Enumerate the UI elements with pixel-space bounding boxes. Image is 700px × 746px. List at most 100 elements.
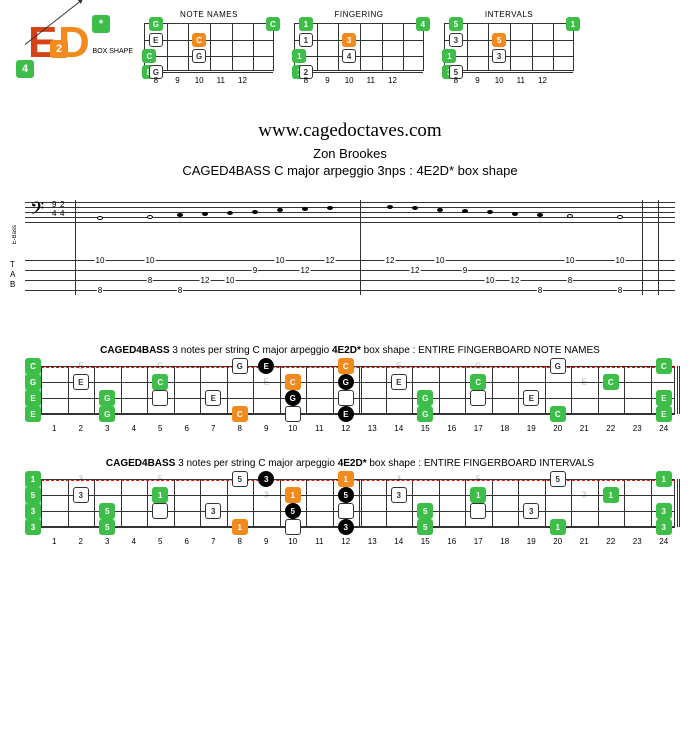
note-marker: C <box>25 358 41 374</box>
fret-number: 9 <box>264 424 268 433</box>
note-marker <box>470 503 486 519</box>
note-marker: E <box>523 390 539 406</box>
fret-number: 9 <box>175 76 179 85</box>
fret-number: 22 <box>606 537 615 546</box>
note-marker: G <box>550 358 566 374</box>
logo-box-shape-label: BOX SHAPE <box>93 48 133 55</box>
fret-number: 3 <box>105 424 109 433</box>
ghost-note: 3 <box>79 475 83 484</box>
tab-number: 12 <box>300 266 311 275</box>
tab-number: 8 <box>617 286 623 295</box>
note-marker: 1 <box>550 519 566 535</box>
fret-number: 10 <box>288 537 297 546</box>
note-marker: 3 <box>656 503 672 519</box>
fret-number: 9 <box>264 537 268 546</box>
fret-number: 19 <box>527 424 536 433</box>
fret-number: 5 <box>158 537 162 546</box>
ghost-note: G <box>157 362 163 371</box>
note-marker <box>152 390 168 406</box>
note-marker: 4 <box>416 17 430 31</box>
tab-number: 12 <box>510 276 521 285</box>
small-board: FINGERING1413141289101112 <box>294 10 424 71</box>
fret-number: 17 <box>474 424 483 433</box>
fretboard-intervals: 3533531533355131535115335513151133 <box>25 475 675 531</box>
note-marker <box>285 406 301 422</box>
note-marker: 1 <box>442 49 456 63</box>
fret-number: 8 <box>238 424 242 433</box>
note-marker: 1 <box>152 487 168 503</box>
note-marker: E <box>391 374 407 390</box>
tab-number: 10 <box>225 276 236 285</box>
fret-number: 13 <box>368 537 377 546</box>
note-marker: E <box>149 33 163 47</box>
note-marker: 1 <box>470 487 486 503</box>
note-marker: G <box>285 390 301 406</box>
note-marker: 1 <box>25 471 41 487</box>
bass-clef-icon: 𝄢 <box>30 198 44 224</box>
fret-number: 19 <box>527 537 536 546</box>
note-marker: 5 <box>417 519 433 535</box>
note-marker: 5 <box>232 471 248 487</box>
logo-dot: 2 <box>50 40 68 58</box>
fret-number: 1 <box>52 424 56 433</box>
note-marker: 5 <box>338 487 354 503</box>
fret-number: 12 <box>538 76 547 85</box>
note-marker: E <box>258 358 274 374</box>
ghost-note: E <box>582 378 587 387</box>
fret-number: 8 <box>454 76 458 85</box>
fret-number: 14 <box>394 537 403 546</box>
fret-number: 3 <box>105 537 109 546</box>
ghost-note: G <box>475 362 481 371</box>
ghost-note: E <box>78 362 83 371</box>
tab-number: 9 <box>252 266 258 275</box>
note-marker: 3 <box>25 519 41 535</box>
fret-number: 1 <box>52 537 56 546</box>
ghost-note: 3 <box>264 491 268 500</box>
fret-number: 12 <box>341 537 350 546</box>
note-marker: 1 <box>656 471 672 487</box>
tab-number: 9 <box>462 266 468 275</box>
fret-number: 6 <box>185 537 189 546</box>
note-marker: 3 <box>523 503 539 519</box>
note-marker: 1 <box>299 33 313 47</box>
note-marker: G <box>25 374 41 390</box>
tab-number: 8 <box>97 286 103 295</box>
note-marker: 1 <box>299 17 313 31</box>
tab-number: 8 <box>537 286 543 295</box>
fret-number: 4 <box>132 537 136 546</box>
note-marker: G <box>149 17 163 31</box>
tab-number: 12 <box>200 276 211 285</box>
note-marker: E <box>25 406 41 422</box>
fret-number: 7 <box>211 537 215 546</box>
tab-number: 12 <box>325 256 336 265</box>
note-marker: 5 <box>492 33 506 47</box>
note-marker: C <box>192 33 206 47</box>
fret-number: 11 <box>217 76 225 85</box>
fret-number: 8 <box>154 76 158 85</box>
note-marker: E <box>25 390 41 406</box>
note-marker: 5 <box>285 503 301 519</box>
note-marker: 5 <box>417 503 433 519</box>
fret-number: 15 <box>421 424 430 433</box>
small-board: INTERVALS5135133589101112 <box>444 10 574 71</box>
fret-numbers-1: 123456789101112131415161718192021222324 <box>25 424 675 436</box>
note-marker: C <box>338 358 354 374</box>
tab-number: 8 <box>177 286 183 295</box>
note-marker: C <box>142 49 156 63</box>
small-board-title: INTERVALS <box>444 10 574 19</box>
note-marker: G <box>338 374 354 390</box>
ghost-note: 5 <box>158 475 162 484</box>
note-marker: 3 <box>25 503 41 519</box>
fret-number: 10 <box>345 76 354 85</box>
tab-number: 10 <box>565 256 576 265</box>
fret-number: 23 <box>633 424 642 433</box>
small-board: NOTE NAMESGCECCGEG89101112 <box>144 10 274 71</box>
fret-number: 8 <box>238 537 242 546</box>
note-marker: 1 <box>232 519 248 535</box>
fret-number: 23 <box>633 537 642 546</box>
tab-number: 10 <box>615 256 626 265</box>
tab-number: 10 <box>485 276 496 285</box>
fret-numbers-2: 123456789101112131415161718192021222324 <box>25 537 675 549</box>
small-fretboard: 5135133589101112 <box>444 23 574 71</box>
fret-number: 4 <box>132 424 136 433</box>
